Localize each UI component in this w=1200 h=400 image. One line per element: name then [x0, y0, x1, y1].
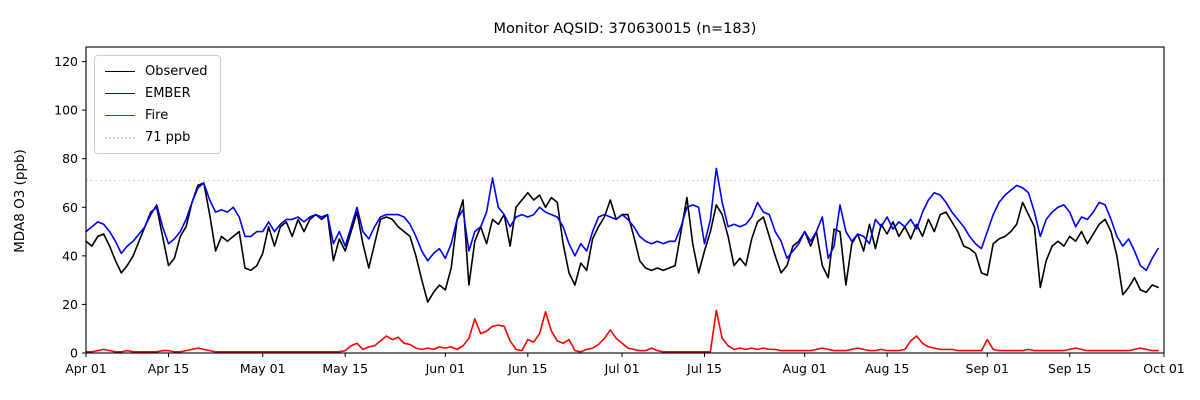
- fire-series-line: [85, 309, 1159, 353]
- x-tick-label: Apr 15: [148, 361, 190, 376]
- x-tick-label: Oct 01: [1143, 361, 1185, 376]
- ember-series-line: [85, 167, 1159, 272]
- x-tick-label: Jul 01: [604, 361, 640, 376]
- observed-line-swatch: [105, 71, 135, 72]
- legend: Observed EMBER Fire 71 ppb: [94, 55, 221, 154]
- x-tick-label: Sep 15: [1048, 361, 1091, 376]
- x-tick-label: May 15: [322, 361, 368, 376]
- x-tick-label: Aug 15: [865, 361, 909, 376]
- y-axis: 0 20 40 60 80 100 120: [54, 54, 86, 361]
- x-tick-label: Jul 15: [686, 361, 722, 376]
- legend-item-threshold: 71 ppb: [105, 130, 208, 145]
- y-tick-label: 20: [62, 297, 78, 312]
- y-tick-label: 120: [54, 54, 78, 69]
- legend-label-observed: Observed: [145, 64, 208, 79]
- x-tick-label: Aug 01: [783, 361, 827, 376]
- legend-label-ember: EMBER: [145, 86, 191, 101]
- x-tick-label: Jun 01: [425, 361, 465, 376]
- legend-item-ember: EMBER: [105, 86, 208, 101]
- legend-label-fire: Fire: [145, 108, 169, 123]
- x-tick-label: Jun 15: [507, 361, 547, 376]
- fire-line-swatch: [105, 115, 135, 116]
- legend-item-fire: Fire: [105, 108, 208, 123]
- y-tick-label: 40: [62, 248, 78, 263]
- y-tick-label: 0: [70, 346, 78, 361]
- x-tick-label: May 01: [240, 361, 286, 376]
- y-tick-label: 80: [62, 151, 78, 166]
- chart-title: Monitor AQSID: 370630015 (n=183): [493, 21, 757, 37]
- x-axis: Apr 01 Apr 15 May 01 May 15 Jun 01 Jun 15 Jul …: [65, 353, 1185, 376]
- observed-series-line: [85, 182, 1159, 303]
- plot-frame: [85, 46, 1165, 354]
- x-tick-label: Sep 01: [966, 361, 1009, 376]
- threshold-line-swatch: [105, 136, 135, 139]
- x-tick-label: Apr 01: [65, 361, 107, 376]
- y-axis-label: MDA8 O3 (ppb): [12, 149, 28, 253]
- y-tick-label: 100: [54, 103, 78, 118]
- ember-line-swatch: [105, 93, 135, 94]
- legend-item-observed: Observed: [105, 64, 208, 79]
- legend-label-threshold: 71 ppb: [145, 130, 191, 145]
- y-tick-label: 60: [62, 200, 78, 215]
